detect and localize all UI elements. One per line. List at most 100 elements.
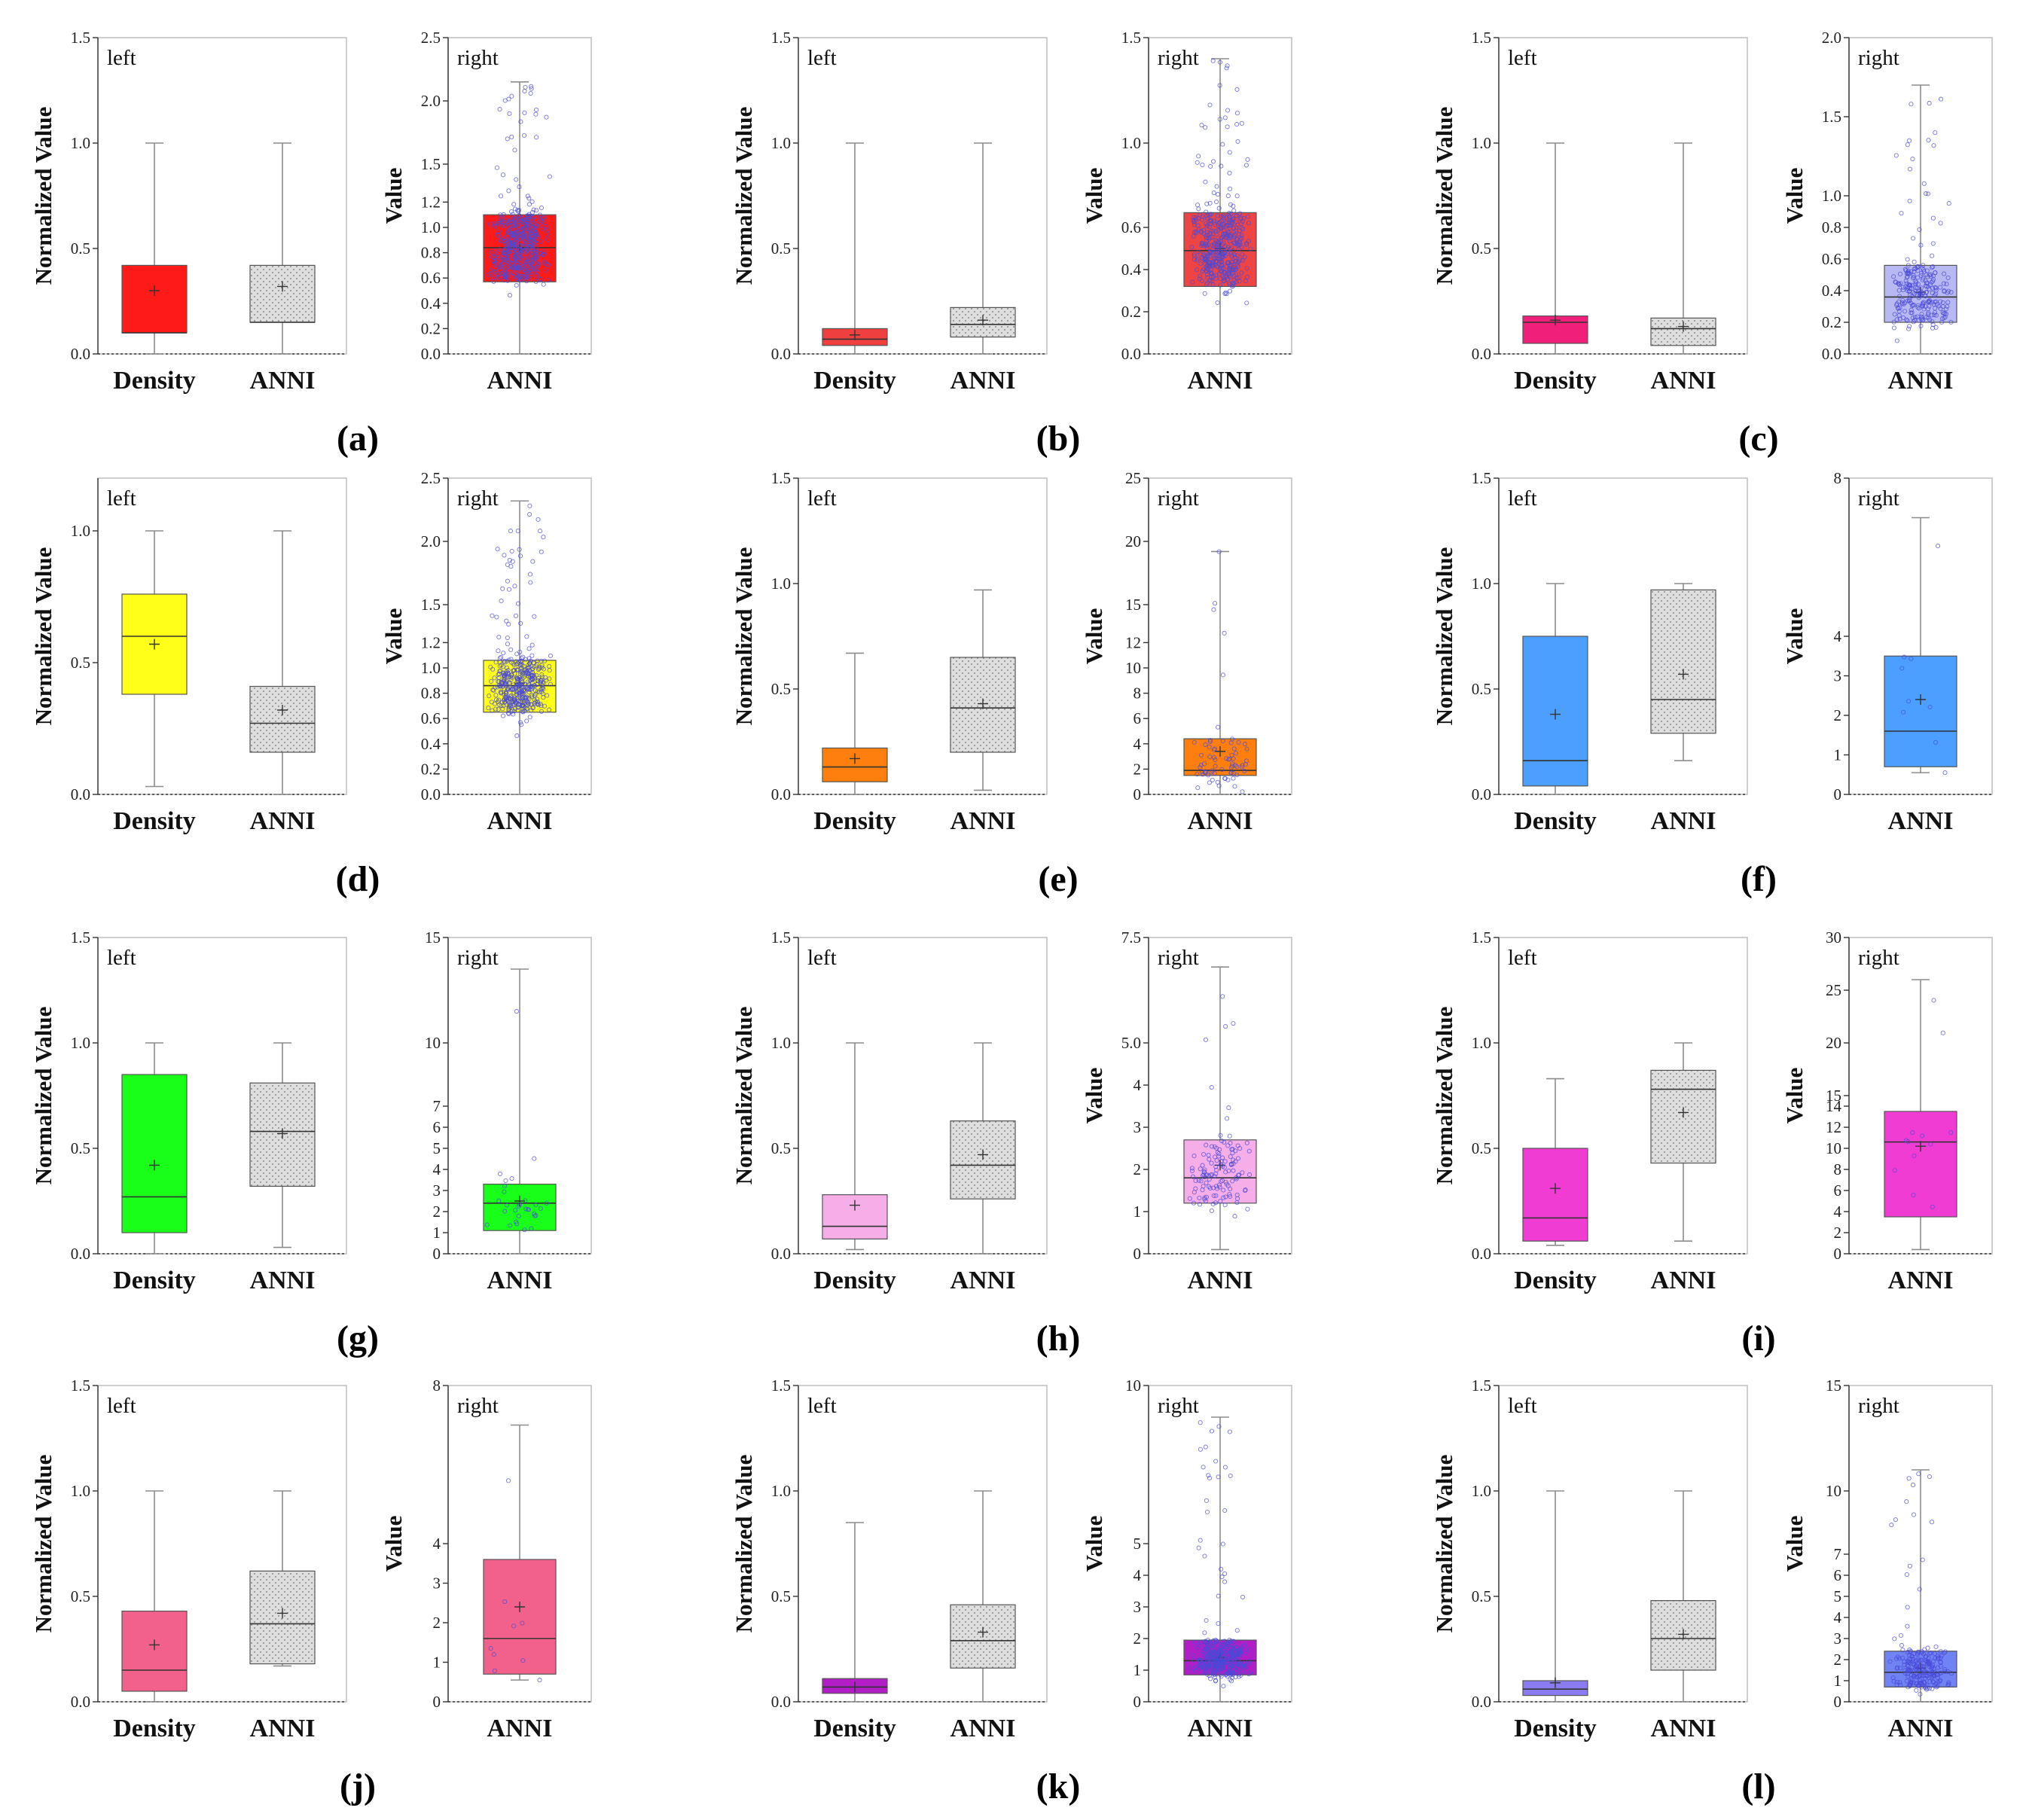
panel-l-right-data-point (1898, 1682, 1903, 1687)
panel-c-right-data-point (1926, 310, 1931, 316)
panel-d-right-data-point (519, 722, 524, 727)
panel-a-right-data-point (541, 214, 546, 220)
panel-l-right-data-point (1927, 1662, 1932, 1667)
panel-d-right-data-point (542, 703, 548, 709)
panel-h-right-data-point (1233, 1159, 1238, 1164)
panel-h-right-data-point (1191, 1200, 1197, 1206)
panel-d-right-data-point (532, 700, 537, 706)
panel-a-right-data-point (509, 209, 514, 215)
panel-f-left-xtick-label: Density (1514, 807, 1597, 835)
panel-e-right-data-point (1232, 784, 1237, 789)
panel-c-right-data-point (1905, 288, 1910, 293)
panel-b-right-data-point (1210, 249, 1216, 255)
panel-d-right-data-point (512, 671, 517, 676)
panel-f-right-corner-label: right (1858, 486, 1899, 511)
panel-d-right-ytick-label: 0.4 (421, 735, 441, 753)
panel-b-right-data-point (1221, 279, 1226, 284)
panel-l-right-data-point (1922, 1668, 1927, 1673)
panel-a-right-data-point (519, 249, 524, 255)
panel-a-right-data-point (523, 265, 529, 270)
panel-d-right-data-point (524, 672, 530, 677)
panel-a-left-ytick-label: 1.0 (71, 134, 90, 152)
panel-a-right-data-point (525, 274, 530, 280)
panel-e-right-data-point (1220, 672, 1225, 678)
panel-b-right-data-point (1235, 264, 1240, 270)
panel-b-right-data-point (1214, 184, 1219, 189)
panel-a-right-data-point (497, 263, 502, 268)
panel-k-right-data-point (1222, 1465, 1228, 1470)
panel-l-right-ytick-label: 6 (1834, 1566, 1842, 1584)
panel-b-right-data-point (1235, 139, 1240, 144)
panel-d-right-data-point (532, 683, 538, 688)
panel-d-right-data-point (519, 659, 525, 664)
panel-k-right-data-point (1202, 1630, 1207, 1636)
panel-c-right-data-point (1933, 270, 1938, 276)
panel-l-right-data-point (1917, 1666, 1922, 1672)
panel-d-right-data-point (492, 675, 497, 681)
panel-c-right-data-point (1915, 282, 1921, 287)
panel-a-right-data-point (511, 222, 517, 227)
panel-l-right-data-point (1929, 1664, 1934, 1669)
panel-l-right-corner-label: right (1858, 1394, 1899, 1418)
panel-e-right-data-point (1203, 769, 1208, 774)
panel-d-right-data-point (529, 653, 535, 658)
panel-d-right-data-point (518, 699, 523, 704)
panel-e-right-data-point (1207, 739, 1213, 744)
panel-b-right-data-point (1225, 124, 1230, 130)
panel-c-right-data-point (1912, 315, 1918, 320)
panel-a-right-data-point (507, 111, 512, 116)
panel-a-right-data-point (532, 232, 538, 238)
panel-c-right-data-point (1943, 306, 1948, 312)
panel-e-right-corner-label: right (1158, 486, 1199, 511)
panel-k-right-corner-label: right (1158, 1394, 1199, 1418)
panel-a-right-data-point (537, 212, 542, 218)
panel-b-right-data-point (1246, 214, 1251, 219)
panel-d-right-data-point (497, 656, 502, 661)
panel-c-left-ytick-label: 1.5 (1472, 29, 1491, 47)
panel-b-right-ytick-label: 0.0 (1121, 345, 1141, 363)
panel-h-right-ytick-label: 3 (1134, 1118, 1142, 1136)
panel-e-right-data-point (1211, 607, 1216, 612)
panel-b-right-data-point (1204, 282, 1209, 287)
panel-c-right-data-point (1912, 259, 1917, 264)
panel-g-right-data-point (525, 1206, 530, 1212)
panel-b-right-data-point (1191, 252, 1197, 257)
panel-d-right-data-point (535, 701, 541, 706)
panel-a-right-data-point (493, 261, 498, 266)
panel-d-right-data-point (487, 694, 492, 699)
panel-l-right-data-point (1938, 1678, 1943, 1683)
panel-h-right-data-point (1231, 1021, 1236, 1026)
panel-k-right-data-point (1212, 1669, 1217, 1675)
panel-label: (f) (1741, 859, 1777, 899)
panel-i-right-ytick-label: 25 (1826, 981, 1841, 999)
panel-e-right-data-point (1233, 763, 1238, 768)
panel-d-right-data-point (499, 654, 504, 660)
panel-l-right-data-point (1894, 1679, 1899, 1684)
panel-c-right-data-point (1933, 291, 1939, 297)
panel-d-right-data-point (526, 687, 532, 692)
panel-b-left-chart: 0.0 0.5 1.0 1.5 Normalized Value left Density A… (731, 29, 1048, 395)
panel-c-right-data-point (1930, 253, 1935, 258)
panel-c-right-ytick-label: 0.8 (1822, 218, 1841, 236)
panel-d-right-data-point (532, 697, 537, 703)
panel-d-right-data-point (520, 683, 525, 688)
panel-a-right-data-point (493, 266, 498, 272)
panel-h-right-data-point (1222, 1139, 1227, 1145)
panel-c-right-xtick-label: ANNI (1888, 367, 1954, 395)
panel-k-left-box-0-mean (850, 1681, 860, 1693)
panel-k-left-ytick-label: 0.0 (771, 1693, 791, 1711)
panel-a-right-data-point (505, 233, 510, 239)
panel-b-right-data-point (1229, 253, 1235, 258)
panel-h-right-ytick-label: 1 (1134, 1203, 1142, 1221)
panel-b-right-data-point (1234, 122, 1240, 127)
panel-e-right-data-point (1216, 783, 1222, 788)
panel-b-right-data-point (1231, 267, 1236, 273)
panel-l-right-data-point (1931, 1679, 1936, 1685)
panel-f-right-data-point (1936, 543, 1941, 549)
panel-b-right-data-point (1211, 191, 1216, 196)
panel-d-right-data-point (508, 702, 513, 707)
panel-c-right-data-point (1930, 241, 1936, 246)
panel-b-right-data-point (1196, 206, 1201, 212)
panel-c-right-data-point (1924, 191, 1929, 197)
